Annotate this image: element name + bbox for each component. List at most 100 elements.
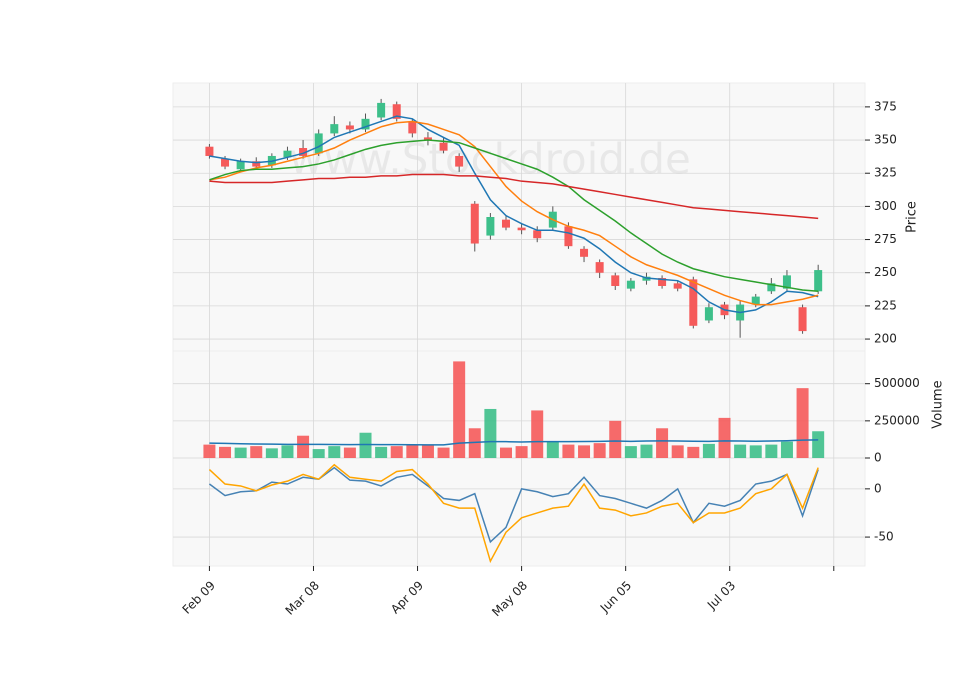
candle-body (704, 307, 713, 321)
y-axis-label: Price (905, 201, 920, 233)
volume-bar (219, 446, 232, 458)
volume-bar (359, 432, 372, 458)
volume-bar (265, 448, 278, 458)
volume-bar (656, 428, 669, 458)
volume-bar (234, 447, 247, 458)
volume-bar (250, 446, 263, 458)
candle-body (392, 104, 401, 119)
y-tick-label: 200 (874, 332, 897, 346)
volume-bar (203, 444, 216, 458)
volume-bar (375, 446, 388, 458)
y-tick-label: 275 (874, 232, 897, 246)
candle-body (782, 275, 791, 289)
candle-body (751, 296, 760, 305)
candle-body (689, 279, 698, 326)
y-tick-label: 0 (874, 451, 882, 465)
y-tick-label: 325 (874, 166, 897, 180)
candle-body (470, 203, 479, 244)
volume-bar (343, 447, 356, 458)
volume-bar (609, 420, 622, 458)
candle-body (767, 283, 776, 292)
indicator-line (208, 466, 819, 544)
volume-bar (515, 446, 528, 458)
volume-bar (531, 410, 544, 458)
candle-body (533, 230, 542, 239)
candle-body (798, 307, 807, 332)
candle-body (236, 161, 245, 170)
candle-body (330, 124, 339, 134)
candle-body (595, 262, 604, 273)
candle-body (501, 219, 510, 228)
volume-bar (640, 444, 653, 458)
x-tick-label: Jul 03 (704, 578, 738, 612)
moving-average-line (209, 120, 819, 306)
volume-bar (578, 445, 591, 458)
candle-body (611, 275, 620, 286)
volume-bar (406, 444, 419, 458)
x-tick-label: Mar 08 (283, 578, 322, 617)
candle-body (408, 121, 417, 134)
volume-bar (765, 444, 778, 458)
volume-bar (499, 447, 512, 458)
x-tick-label: May 08 (489, 578, 530, 619)
y-axis-label: Volume (931, 380, 946, 428)
candle-body (814, 270, 823, 292)
x-tick-label: Apr 09 (388, 578, 426, 616)
candle-body (345, 125, 354, 130)
candle-body (439, 142, 448, 151)
volume-bar (749, 445, 762, 458)
y-tick-label: -50 (874, 530, 894, 544)
y-tick-label: 350 (874, 133, 897, 147)
y-tick-label: 250 (874, 265, 897, 279)
candle-body (314, 133, 323, 154)
volume-bar (671, 445, 684, 458)
candle-body (658, 278, 667, 286)
volume-bar (812, 431, 825, 458)
indicator-line (208, 463, 819, 564)
y-tick-label: 375 (874, 99, 897, 113)
volume-bar (546, 441, 559, 458)
volume-bar (718, 417, 731, 458)
volume-bar (780, 441, 793, 458)
volume-bar (421, 445, 434, 458)
candle-body (673, 283, 682, 289)
volume-bar (281, 445, 294, 458)
volume-bar (702, 443, 715, 458)
candle-body (221, 158, 230, 167)
volume-bar (453, 361, 466, 458)
volume-bar (796, 388, 809, 458)
watermark: www.Stockdroid.de (289, 135, 691, 184)
volume-bar (437, 447, 450, 458)
candle-body (252, 161, 261, 167)
y-tick-label: 500000 (874, 376, 920, 390)
candle-body (517, 227, 526, 231)
volume-bar (734, 444, 747, 458)
candle-body (205, 146, 214, 156)
candle-body (377, 102, 386, 118)
candle-body (361, 118, 370, 130)
volume-average-line (209, 439, 819, 446)
y-tick-label: 0 (874, 481, 882, 495)
candle-body (626, 280, 635, 289)
volume-bar (297, 435, 310, 458)
candle-body (486, 217, 495, 236)
candle-body (423, 137, 432, 141)
x-tick-label: Feb 09 (180, 578, 218, 616)
x-tick-label: Jun 05 (597, 578, 634, 615)
volume-bar (562, 444, 575, 458)
volume-bar (593, 443, 606, 458)
volume-bar (312, 449, 325, 458)
moving-average-line (209, 139, 819, 293)
y-tick-label: 300 (874, 199, 897, 213)
y-tick-label: 250000 (874, 413, 920, 427)
volume-bar (328, 446, 341, 458)
candle-body (299, 148, 308, 156)
candle-body (283, 150, 292, 158)
candle-body (564, 226, 573, 247)
candle-body (580, 248, 589, 257)
moving-average-line (209, 173, 819, 220)
moving-average-line (209, 115, 819, 314)
y-tick-label: 225 (874, 298, 897, 312)
volume-bar (624, 446, 637, 458)
